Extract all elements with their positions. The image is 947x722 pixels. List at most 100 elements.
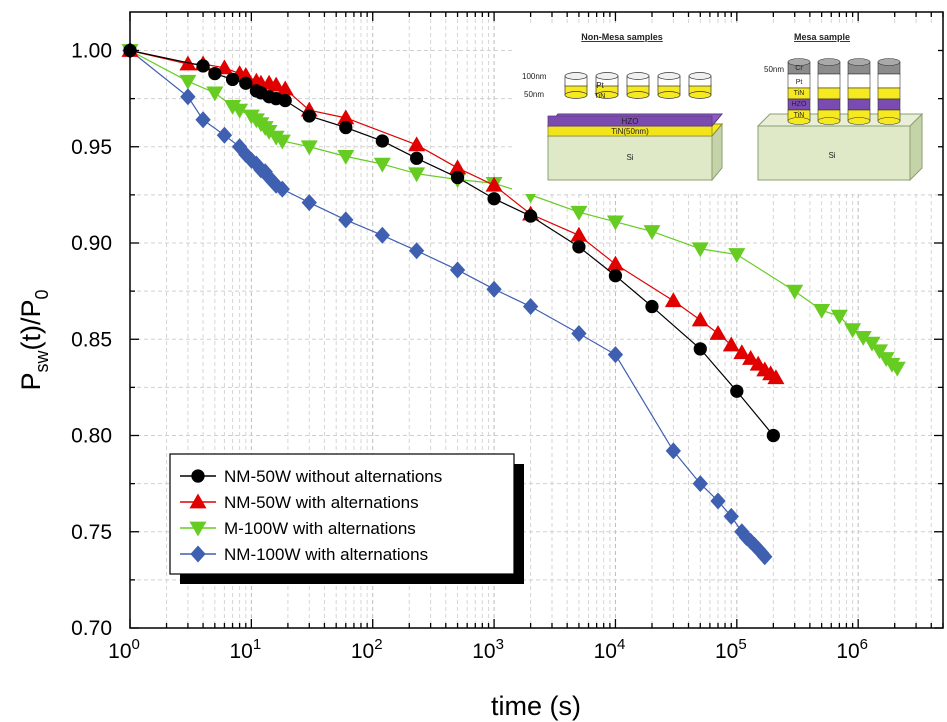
data-point — [302, 109, 316, 123]
data-point — [408, 136, 426, 152]
inset-pillar — [657, 72, 681, 99]
inset-pillar — [564, 72, 588, 99]
data-point — [571, 324, 587, 342]
data-point — [742, 350, 760, 365]
inset-pillars-right — [787, 58, 901, 125]
data-point — [408, 242, 425, 260]
data-point — [871, 344, 889, 360]
data-point — [239, 76, 253, 90]
data-point — [338, 211, 354, 229]
pillar-bottom — [657, 91, 681, 99]
data-point — [180, 88, 196, 106]
pillar-top — [595, 72, 619, 80]
inset-mesa-tin2-label: TiN — [794, 112, 805, 119]
legend-marker — [189, 521, 207, 537]
inset-hzo-label: HZO — [622, 117, 639, 126]
data-point — [813, 304, 831, 319]
data-point — [608, 269, 623, 283]
data-point — [692, 475, 708, 493]
data-point — [691, 242, 709, 258]
pillar-bottom — [564, 91, 588, 99]
inset-hzo-front — [547, 115, 713, 127]
x-axis-title: time (s) — [491, 691, 581, 721]
data-point — [854, 330, 872, 346]
data-point — [300, 140, 318, 156]
mesa-layer — [847, 73, 871, 89]
inset-cr-label: Cr — [795, 65, 803, 72]
data-point — [728, 248, 746, 264]
legend-label: NM-50W with alternations — [224, 493, 419, 512]
data-point — [409, 151, 424, 165]
data-point — [273, 134, 291, 150]
mesa-bottom — [817, 117, 841, 125]
data-point — [757, 548, 773, 566]
pillar-bottom — [595, 91, 619, 99]
data-point — [863, 336, 881, 352]
inset-mesa-pillar — [847, 58, 871, 125]
data-point — [238, 145, 254, 163]
data-point — [224, 99, 242, 115]
data-point — [709, 324, 727, 340]
legend-item: M-100W with alternations — [180, 519, 416, 538]
data-point — [723, 507, 739, 525]
tick-labels: 100 101 102 103 104 105 106 0.70 0.75 0.80 0.85 0.9… — [71, 40, 868, 664]
legend-item: NM-50W without alternations — [180, 467, 442, 486]
axis-ticks — [129, 12, 944, 629]
data-point — [722, 336, 740, 352]
series-3 — [122, 42, 773, 566]
mesa-layer — [817, 73, 841, 89]
inset-mesa-tin-label: TiN — [794, 90, 805, 97]
data-point — [449, 159, 467, 175]
x-tick-label: 104 — [594, 636, 626, 663]
data-point — [830, 309, 848, 325]
inset-mesa-pillar — [877, 58, 901, 125]
mesa-layer — [877, 87, 901, 100]
inset-dim-50nm: 50nm — [524, 90, 544, 99]
inset-dim-50nm-mesa: 50nm — [764, 65, 784, 74]
inset-mesa-hzo-label: HZO — [792, 101, 807, 108]
data-point — [710, 492, 726, 510]
data-point — [268, 176, 284, 194]
x-tick-label: 103 — [472, 636, 504, 663]
data-point — [730, 384, 744, 398]
data-point — [665, 442, 682, 460]
data-point — [206, 86, 224, 102]
inset-mesa-pt-label: Pt — [796, 79, 803, 86]
mesa-bottom — [877, 117, 901, 125]
data-point — [693, 342, 707, 356]
mesa-layer — [877, 98, 901, 111]
x-tick-label: 105 — [715, 636, 747, 663]
data-point — [278, 93, 292, 108]
legend-box — [169, 453, 515, 575]
legend-item: NM-100W with alternations — [180, 545, 428, 564]
legend-items: NM-50W without alternations NM-50W with a… — [180, 467, 442, 564]
pillar-top — [688, 72, 712, 80]
data-point — [231, 103, 249, 119]
y-tick-label: 0.80 — [71, 425, 112, 448]
data-point — [487, 192, 501, 206]
data-point — [337, 109, 355, 125]
data-point — [373, 157, 391, 173]
data-point — [522, 298, 539, 316]
x-tick-label: 101 — [230, 636, 262, 663]
data-point — [664, 292, 682, 308]
data-point — [606, 255, 624, 271]
data-point — [179, 74, 197, 90]
y-tick-label: 0.70 — [71, 617, 112, 640]
data-point — [208, 66, 222, 81]
mesa-layer — [817, 87, 841, 100]
inset-mesa-pillar — [787, 58, 811, 125]
y-axis-title: Psw(t)/P0 — [16, 289, 52, 390]
data-point — [408, 167, 426, 183]
data-point — [216, 126, 233, 144]
data-point — [786, 284, 804, 300]
series-layer — [121, 42, 906, 566]
data-point — [570, 205, 588, 221]
inset-mesa-pillar — [817, 58, 841, 125]
mesa-layer — [847, 98, 871, 111]
inset-tin-label: TiN — [595, 93, 606, 100]
y-tick-label: 1.00 — [71, 40, 112, 63]
data-point — [374, 226, 390, 244]
data-point — [888, 361, 906, 377]
